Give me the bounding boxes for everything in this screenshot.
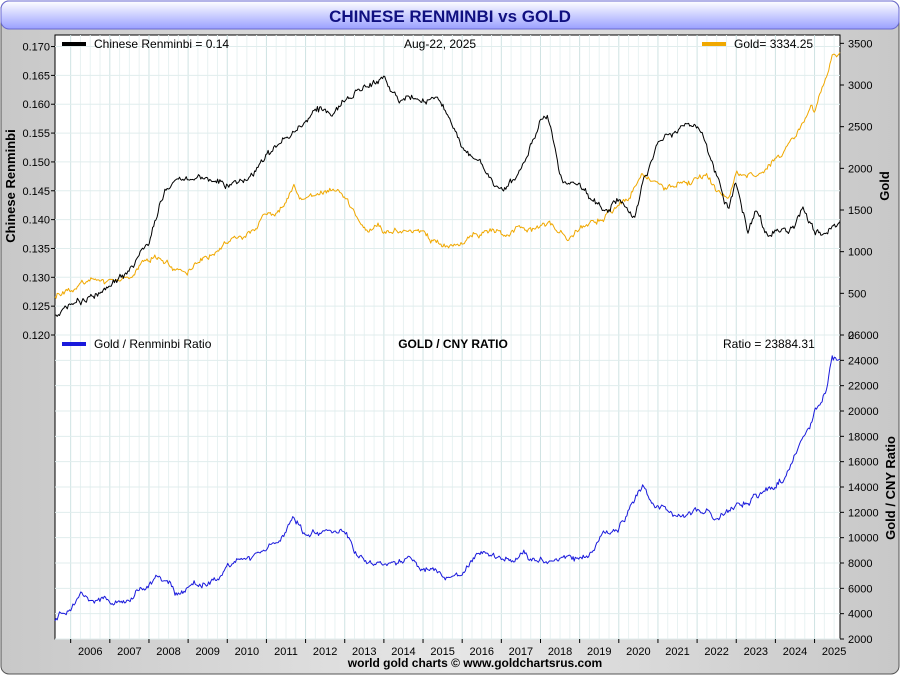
gold-cny-ratio-line [54, 355, 841, 622]
x-tick-label: 2009 [195, 646, 219, 658]
ratio-axis-label: Gold / CNY Ratio [883, 436, 898, 540]
x-tick-label: 2007 [117, 646, 141, 658]
footer-credit: world gold charts © www.goldchartsrus.co… [347, 656, 602, 670]
renminbi-tick-label: 0.160 [22, 99, 50, 111]
ratio-tick-label: 18000 [848, 431, 879, 443]
gold-tick-label: 2500 [848, 122, 872, 134]
renminbi-tick-label: 0.120 [22, 330, 50, 342]
x-tick-label: 2006 [78, 646, 102, 658]
chart-title: CHINESE RENMINBI vs GOLD [329, 7, 571, 26]
renminbi-legend: Chinese Renminbi = 0.14 [94, 37, 229, 51]
top-plot-area [54, 34, 841, 336]
ratio-tick-label: 22000 [848, 381, 879, 393]
ratio-tick-label: 2000 [848, 634, 872, 646]
date-label: Aug-22, 2025 [404, 37, 476, 51]
grid [55, 35, 840, 640]
x-tick-label: 2022 [704, 646, 728, 658]
gold-axis-label: Gold [877, 171, 892, 201]
renminbi-tick-label: 0.155 [22, 128, 50, 140]
ratio-legend: Gold / Renminbi Ratio [94, 337, 212, 351]
gold-tick-label: 0 [848, 330, 854, 342]
renminbi-tick-label: 0.145 [22, 186, 50, 198]
title-bar [0, 0, 900, 30]
ratio-tick-label: 16000 [848, 457, 879, 469]
ratio-tick-label: 8000 [848, 558, 872, 570]
renminbi-tick-label: 0.150 [22, 157, 50, 169]
x-tick-label: 2012 [313, 646, 337, 658]
x-tick-label: 2019 [587, 646, 611, 658]
renminbi-line [54, 75, 841, 317]
gold-price-line [54, 52, 841, 299]
ratio-tick-label: 24000 [848, 355, 879, 367]
ratio-tick-label: 12000 [848, 507, 879, 519]
x-tick-label: 2014 [391, 646, 415, 658]
renminbi-tick-label: 0.165 [22, 70, 50, 82]
gold-tick-label: 1000 [848, 247, 872, 259]
x-tick-label: 2015 [430, 646, 454, 658]
tick-labels: 2006 2007 2008 2009 2010 2011 2012 2013 2014 2015… [22, 38, 878, 658]
renminbi-tick-label: 0.170 [22, 42, 50, 54]
chart-marks [54, 52, 841, 622]
x-tick-label: 2010 [235, 646, 259, 658]
x-tick-label: 2021 [665, 646, 689, 658]
x-tick-label: 2025 [822, 646, 846, 658]
ratio-tick-label: 26000 [848, 330, 879, 342]
renminbi-tick-label: 0.135 [22, 243, 50, 255]
ratio-panel-title: GOLD / CNY RATIO [398, 337, 508, 351]
x-tick-label: 2017 [509, 646, 533, 658]
gold-legend: Gold= 3334.25 [734, 37, 813, 51]
ratio-value-legend: Ratio = 23884.31 [723, 337, 815, 351]
x-tick-label: 2020 [626, 646, 650, 658]
x-tick-label: 2011 [274, 646, 298, 658]
x-tick-label: 2024 [783, 646, 807, 658]
renminbi-axis-label: Chinese Renminbi [3, 129, 18, 242]
gold-tick-label: 1500 [848, 205, 872, 217]
gold-tick-label: 2000 [848, 163, 872, 175]
x-tick-label: 2008 [156, 646, 180, 658]
renminbi-tick-label: 0.140 [22, 215, 50, 227]
ratio-tick-label: 6000 [848, 583, 872, 595]
ratio-tick-label: 10000 [848, 533, 879, 545]
x-tick-label: 2013 [352, 646, 376, 658]
x-tick-label: 2023 [744, 646, 768, 658]
renminbi-tick-label: 0.130 [22, 272, 50, 284]
x-tick-label: 2018 [548, 646, 572, 658]
gold-tick-label: 500 [848, 288, 866, 300]
gold-tick-label: 3500 [848, 38, 872, 50]
ratio-tick-label: 20000 [848, 406, 879, 418]
ratio-tick-label: 4000 [848, 609, 872, 621]
gold-tick-label: 3000 [848, 80, 872, 92]
renminbi-tick-label: 0.125 [22, 301, 50, 313]
x-tick-label: 2016 [470, 646, 494, 658]
ratio-tick-label: 14000 [848, 482, 879, 494]
